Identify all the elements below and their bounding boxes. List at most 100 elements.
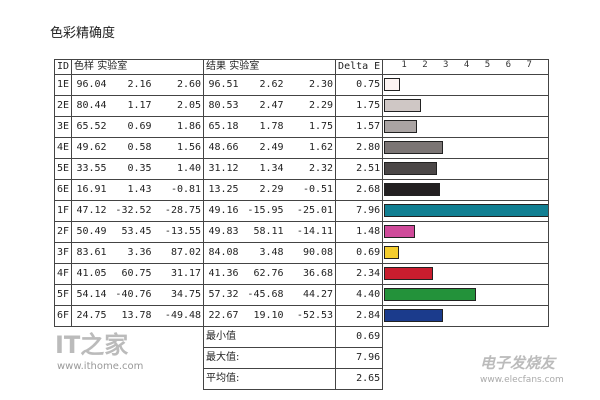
delta-e-value: 7.96 [335,200,384,222]
header-delta: Delta E [335,59,384,75]
bar-cell [382,305,550,327]
sample-b: -0.81 [153,179,205,201]
row-id: 1F [53,200,73,222]
result-l: 57.32 [203,284,241,306]
sample-a: -32.52 [108,200,154,222]
delta-e-value: 2.84 [335,305,384,327]
result-b: 1.62 [285,137,337,159]
result-a: 2.47 [240,95,286,117]
result-b: 2.29 [285,95,337,117]
result-l: 48.66 [203,137,241,159]
summary-value: 0.69 [335,326,384,348]
axis-tick: 2 [422,60,428,70]
table-row: 5E 33.55 0.35 1.40 31.12 1.34 2.32 2.51 [53,158,550,180]
bar-cell [382,116,550,138]
elecfans-logo: 电子发烧友 [480,354,556,372]
sample-l: 83.61 [71,242,109,264]
row-id: 5E [53,158,73,180]
bar-cell [382,74,550,96]
bar-cell [382,263,550,285]
bar-cell [382,284,550,306]
ithome-logo: IT之家 [55,331,129,359]
delta-e-bar [384,78,400,91]
table-row: 3E 65.52 0.69 1.86 65.18 1.78 1.75 1.57 [53,116,550,138]
result-l: 49.16 [203,200,241,222]
result-a: -45.68 [240,284,286,306]
bar-cell [382,200,550,222]
row-id: 3E [53,116,73,138]
header-sample: 色样 实验室 [71,59,205,75]
delta-e-bar [384,288,476,301]
delta-e-value: 1.75 [335,95,384,117]
axis-tick: 6 [505,60,512,70]
delta-e-value: 2.68 [335,179,384,201]
row-id: 2F [53,221,73,243]
result-b: -25.01 [285,200,337,222]
row-id: 4E [53,137,73,159]
delta-e-bar [384,204,548,217]
sample-b: 31.17 [153,263,205,285]
result-l: 31.12 [203,158,241,180]
delta-e-bar [384,225,416,238]
delta-e-value: 2.34 [335,263,384,285]
table-row: 6E 16.91 1.43 -0.81 13.25 2.29 -0.51 2.68 [53,179,550,201]
table-row: 6F 24.75 13.78 -49.48 22.67 19.10 -52.53 2.84 [53,305,550,327]
delta-e-value: 2.51 [335,158,384,180]
result-a: 2.62 [240,74,286,96]
sample-a: -40.76 [108,284,154,306]
sample-l: 54.14 [71,284,109,306]
summary-label: 最大值: [203,347,337,369]
delta-e-value: 0.69 [335,242,384,264]
result-b: 2.32 [285,158,337,180]
axis-ticks: 1 2 3 4 5 6 7 [384,60,548,74]
sample-a: 53.45 [108,221,154,243]
row-id: 6F [53,305,73,327]
result-b: 1.75 [285,116,337,138]
sample-b: -28.75 [153,200,205,222]
result-b: 44.27 [285,284,337,306]
result-a: 3.48 [240,242,286,264]
sample-b: 2.05 [153,95,205,117]
delta-e-bar [384,141,443,154]
axis-tick: 7 [526,60,532,70]
result-l: 96.51 [203,74,241,96]
sample-l: 16.91 [71,179,109,201]
delta-e-bar [384,162,437,175]
result-a: 2.29 [240,179,286,201]
sample-a: 13.78 [108,305,154,327]
table-row: 1F 47.12 -32.52 -28.75 49.16 -15.95 -25.01 7.96 [53,200,550,222]
bar-cell [382,221,550,243]
header-result: 结果 实验室 [203,59,337,75]
result-l: 22.67 [203,305,241,327]
axis-tick: 5 [484,60,491,70]
header-row: ID 色样 实验室 结果 实验室 Delta E 1 2 3 4 5 6 7 [53,59,550,75]
delta-e-value: 4.40 [335,284,384,306]
table-row: 1E 96.04 2.16 2.60 96.51 2.62 2.30 0.75 [53,74,550,96]
sample-b: 2.60 [153,74,205,96]
header-id: ID [53,59,73,75]
axis-tick: 1 [401,60,407,70]
result-a: -15.95 [240,200,286,222]
sample-l: 50.49 [71,221,109,243]
delta-e-bar [384,99,421,112]
table-row: 2E 80.44 1.17 2.05 80.53 2.47 2.29 1.75 [53,95,550,117]
sample-l: 49.62 [71,137,109,159]
result-b: -52.53 [285,305,337,327]
delta-e-bar [384,120,417,133]
color-accuracy-table: ID 色样 实验室 结果 实验室 Delta E 1 2 3 4 5 6 7 1E 96.04… [53,59,550,390]
row-id: 3F [53,242,73,264]
sample-a: 1.17 [108,95,154,117]
sample-l: 24.75 [71,305,109,327]
sample-b: 1.56 [153,137,205,159]
result-b: -14.11 [285,221,337,243]
sample-a: 1.43 [108,179,154,201]
sample-l: 80.44 [71,95,109,117]
result-a: 1.34 [240,158,286,180]
result-l: 13.25 [203,179,241,201]
summary-empty [383,327,549,348]
delta-e-bar [384,267,433,280]
sample-a: 2.16 [108,74,154,96]
bar-cell [382,179,550,201]
sample-b: -49.48 [153,305,205,327]
result-a: 1.78 [240,116,286,138]
